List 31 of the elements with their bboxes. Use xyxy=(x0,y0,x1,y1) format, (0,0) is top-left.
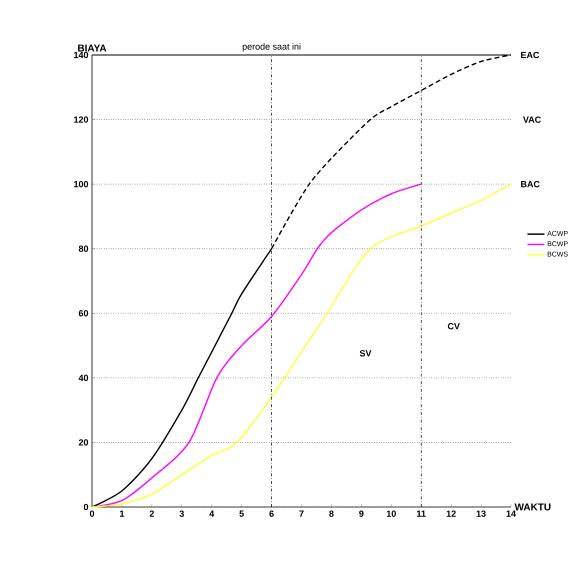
x-tick-label: 9 xyxy=(359,510,364,517)
y-tick-label: 40 xyxy=(78,374,88,382)
y-tick-label: 0 xyxy=(84,504,88,510)
x-axis-title: WAKTU xyxy=(514,504,550,510)
x-tick-label: 1 xyxy=(120,510,124,517)
x-tick-label: 0 xyxy=(90,510,94,517)
y-tick-label: 20 xyxy=(78,439,88,446)
x-tick-label: 12 xyxy=(446,510,456,517)
x-tick-label: 7 xyxy=(299,510,304,517)
annotation: EAC xyxy=(521,52,540,58)
annotation: BAC xyxy=(521,180,540,188)
y-tick-label: 80 xyxy=(78,246,88,252)
ref-line-label: perode saat ini xyxy=(242,43,300,52)
annotation: CV xyxy=(448,323,460,330)
annotation: SV xyxy=(360,350,372,356)
x-tick-label: 14 xyxy=(506,510,516,517)
x-tick-label: 3 xyxy=(179,510,184,517)
y-axis-title: BIAYA xyxy=(78,44,106,52)
x-tick-label: 10 xyxy=(386,510,396,517)
x-tick-label: 8 xyxy=(329,510,334,517)
x-tick-label: 11 xyxy=(417,510,426,517)
y-tick-label: 140 xyxy=(74,52,88,58)
y-tick-label: 100 xyxy=(74,180,88,188)
text: VAC xyxy=(522,116,541,123)
x-tick-label: 13 xyxy=(476,510,486,517)
y-tick-label: 60 xyxy=(78,310,88,316)
x-tick-label: 6 xyxy=(269,510,274,517)
x-tick-label: 2 xyxy=(150,510,154,517)
y-tick-label: 120 xyxy=(74,116,88,123)
x-tick-label: 4 xyxy=(209,510,214,517)
x-tick-label: 5 xyxy=(239,510,244,517)
